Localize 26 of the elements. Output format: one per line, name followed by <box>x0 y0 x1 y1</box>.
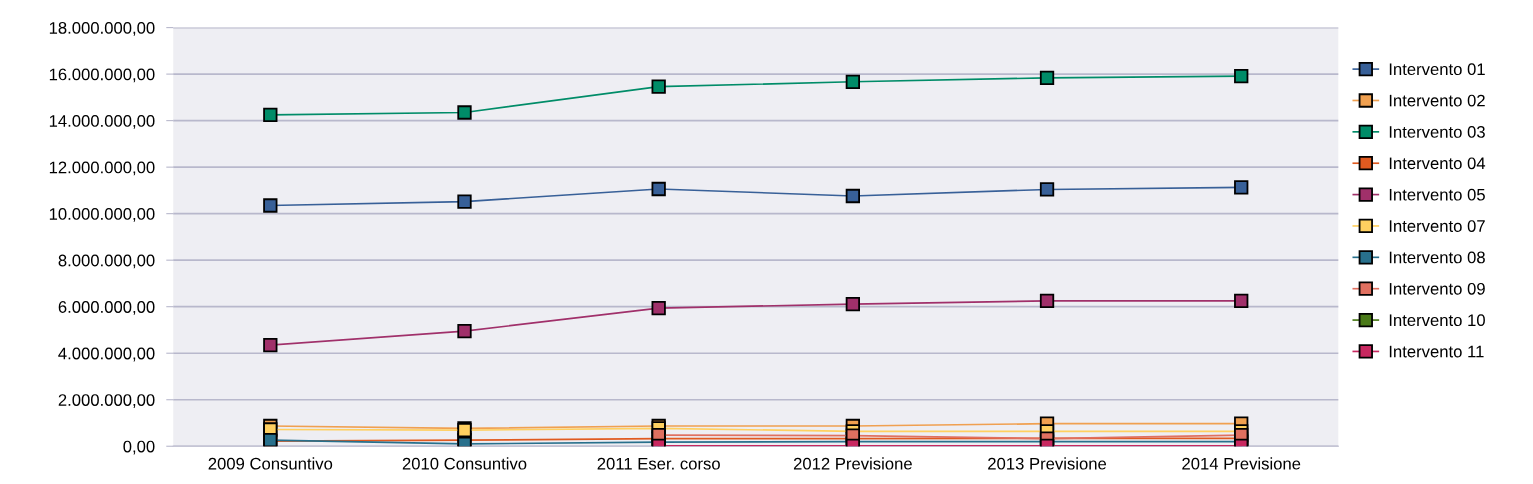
x-tick-label: 2013 Previsione <box>988 457 1107 470</box>
legend-label: Intervento 09 <box>1389 282 1485 295</box>
y-tick-label: 8.000.000,00 <box>58 254 155 269</box>
y-tick-label: 2.000.000,00 <box>58 394 155 408</box>
legend-label: Intervento 05 <box>1389 188 1485 201</box>
legend-label: Intervento 11 <box>1389 345 1484 358</box>
x-tick-label: 2014 Previsione <box>1182 457 1301 470</box>
y-tick-label: 0,00 <box>123 440 155 455</box>
y-tick-label: 10.000.000,00 <box>49 208 155 222</box>
legend-label: Intervento 10 <box>1389 314 1485 327</box>
x-tick-label: 2011 Eser. corso <box>597 457 720 470</box>
y-tick-label: 4.000.000,00 <box>58 347 155 362</box>
legend-label: Intervento 01 <box>1389 63 1485 76</box>
y-tick-label: 6.000.000,00 <box>58 301 155 315</box>
legend-label: Intervento 07 <box>1389 220 1485 232</box>
x-tick-label: 2012 Previsione <box>793 457 912 470</box>
y-tick-label: 18.000.000,00 <box>49 21 155 36</box>
legend-label: Intervento 04 <box>1389 157 1486 170</box>
x-tick-label: 2010 Consuntivo <box>402 457 527 470</box>
legend-label: Intervento 08 <box>1389 251 1485 264</box>
legend-label: Intervento 03 <box>1389 126 1485 138</box>
y-tick-label: 14.000.000,00 <box>49 115 155 129</box>
legend-label: Intervento 02 <box>1389 94 1485 107</box>
x-tick-label: 2009 Consuntivo <box>208 457 333 470</box>
y-tick-label: 16.000.000,00 <box>49 68 155 83</box>
y-tick-label: 12.000.000,00 <box>49 161 155 176</box>
